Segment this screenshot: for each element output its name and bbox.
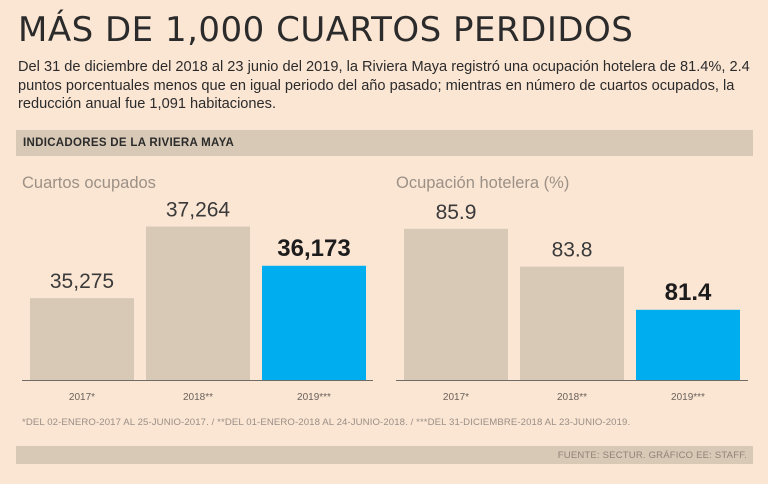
page-subtitle: Del 31 de diciembre del 2018 al 23 junio… (18, 59, 750, 112)
value-label-1-0: 85.9 (436, 201, 477, 224)
tick-label-1-1: 2018** (557, 392, 587, 403)
chart-title-rooms: Cuartos ocupados (22, 174, 156, 192)
value-label-1-2: 81.4 (665, 279, 712, 306)
chart-rooms-occupied: 35,275 2017* 37,264 2018** 36,173 2019*** (22, 198, 373, 403)
bar-0-1 (146, 226, 250, 380)
footnote: *DEL 02-ENERO-2017 AL 25-JUNIO-2017. / *… (22, 417, 631, 428)
tick-label-0-1: 2018** (183, 392, 213, 403)
source-credit: FUENTE: SECTUR. GRÁFICO EE: STAFF. (557, 450, 747, 461)
tick-label-0-2: 2019*** (297, 392, 331, 403)
section-header: INDICADORES DE LA RIVIERA MAYA (16, 130, 753, 156)
chart-hotel-occupancy: 85.9 2017* 83.8 2018** 81.4 2019*** (396, 201, 748, 403)
page-title: MÁS DE 1,000 CUARTOS PERDIDOS (18, 10, 634, 50)
tick-label-1-0: 2017* (443, 392, 469, 403)
bar-1-0 (404, 228, 508, 380)
chart-title-occupancy: Ocupación hotelera (%) (396, 174, 570, 192)
tick-label-0-0: 2017* (69, 392, 95, 403)
bar-1-2 (636, 309, 740, 380)
tick-label-1-2: 2019*** (671, 392, 705, 403)
value-label-1-1: 83.8 (552, 239, 593, 262)
value-label-0-1: 37,264 (166, 198, 231, 221)
bar-0-0 (30, 298, 134, 380)
source-band: FUENTE: SECTUR. GRÁFICO EE: STAFF. (16, 446, 753, 464)
bar-1-1 (520, 266, 624, 380)
bar-0-2 (262, 265, 366, 380)
value-label-0-2: 36,173 (277, 235, 350, 262)
value-label-0-0: 35,275 (50, 270, 114, 293)
section-label: INDICADORES DE LA RIVIERA MAYA (23, 137, 235, 149)
